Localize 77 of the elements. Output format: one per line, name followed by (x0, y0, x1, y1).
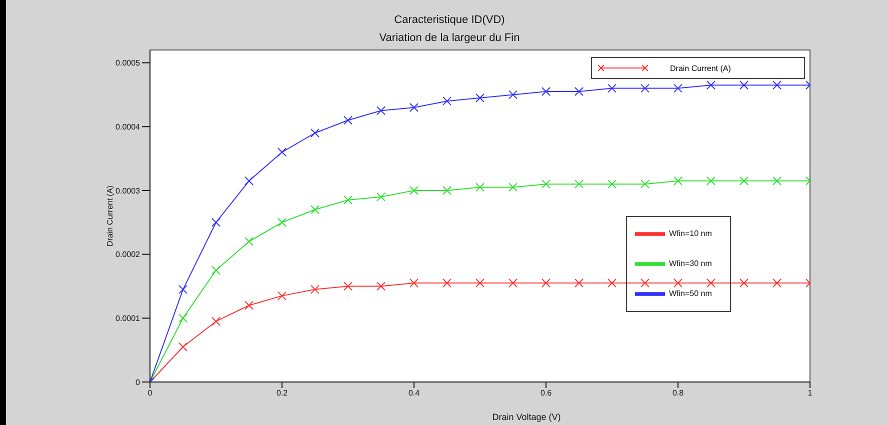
point (442, 96, 452, 106)
point (608, 180, 616, 189)
point (674, 84, 682, 93)
y-tick-label: 0.0004 (116, 122, 141, 132)
x-tick-label: 0.8 (672, 388, 684, 398)
point (508, 90, 518, 100)
point (674, 278, 682, 288)
point (640, 84, 650, 93)
point (772, 176, 782, 186)
point (442, 186, 452, 195)
point (740, 80, 748, 90)
point (344, 282, 352, 291)
point (344, 196, 352, 205)
point (574, 278, 584, 288)
x-tick-label: 1 (808, 388, 813, 398)
point (244, 300, 254, 310)
legend-label: Wfin=50 nm (669, 289, 712, 298)
y-tick-label: 0.0003 (116, 186, 141, 196)
annotation: Drain Current (A) (670, 64, 731, 72)
point (244, 176, 254, 186)
point (178, 284, 188, 294)
point (706, 176, 716, 186)
y-tick-label: 0.0002 (116, 250, 141, 260)
point (212, 218, 220, 227)
legend-label: Wfin=30 nm (669, 259, 712, 268)
point (410, 278, 418, 288)
point (244, 237, 254, 246)
point (608, 84, 616, 93)
y-tick-label: 0.0005 (116, 58, 141, 68)
point (574, 87, 584, 96)
chart-subtitle: Variation de la largeur du Fin (378, 32, 521, 44)
point (476, 182, 484, 192)
point (706, 80, 716, 90)
point (410, 102, 418, 112)
y-tick-label: 0 (136, 378, 141, 387)
point (772, 278, 782, 288)
point (376, 282, 386, 291)
point (574, 180, 584, 189)
y-axis-title: Drain Current (A) (106, 186, 114, 246)
point (278, 291, 286, 300)
point (410, 186, 418, 195)
point (772, 80, 782, 90)
point (542, 87, 550, 96)
point (640, 180, 650, 189)
point (608, 278, 616, 288)
point (376, 192, 386, 202)
point (674, 176, 682, 186)
point (542, 278, 550, 288)
point (740, 278, 748, 288)
chart-title: Caracteristique ID(VD) (393, 14, 506, 26)
point (212, 316, 220, 326)
point (344, 116, 352, 125)
point (442, 278, 452, 288)
point (740, 176, 748, 186)
point (310, 284, 320, 294)
point (212, 266, 220, 275)
point (476, 93, 484, 102)
x-tick-label: 0.2 (276, 388, 288, 398)
legend-label: Wfin=10 nm (669, 229, 712, 238)
y-tick-label: 0.0001 (116, 314, 141, 323)
point (508, 182, 518, 192)
point (476, 278, 484, 288)
point (278, 148, 286, 157)
point (178, 342, 188, 352)
x-tick-label: 0.4 (408, 388, 420, 398)
point (640, 278, 650, 288)
point (178, 314, 188, 323)
point (310, 205, 320, 214)
x-tick-label: 0.6 (540, 388, 552, 398)
point (706, 278, 716, 288)
x-tick-label: 0 (148, 388, 153, 398)
x-axis-title: Drain Voltage (V) (491, 412, 562, 422)
point (278, 218, 286, 227)
point (508, 278, 518, 288)
point (310, 128, 320, 138)
point (542, 180, 550, 189)
point (376, 106, 386, 116)
